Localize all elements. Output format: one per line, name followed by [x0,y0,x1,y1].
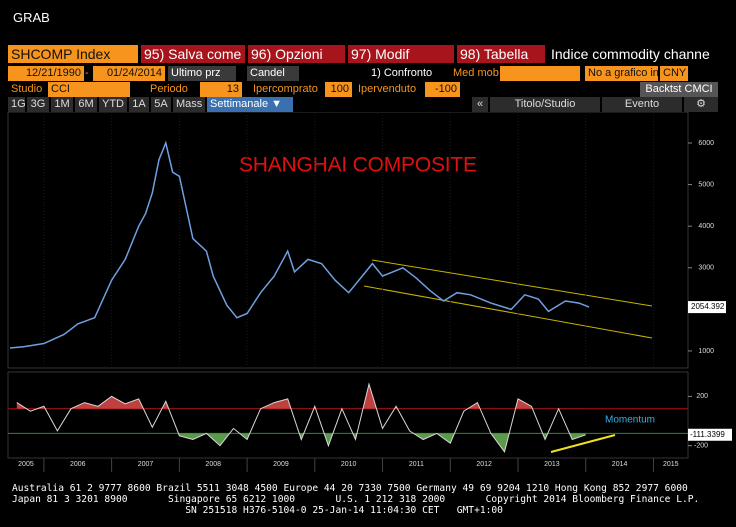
momentum-panel [7,371,689,459]
moving-average-field[interactable] [500,66,580,81]
range-tab[interactable]: 3G [27,97,49,112]
toolbar-button[interactable]: Evento [602,97,682,112]
x-tick-label: 2013 [544,461,560,468]
backtest[interactable]: Backtst CMCI [640,82,718,97]
footer-line: SN 251518 H376-5104-0 25-Jan-14 11:04:30… [12,505,503,516]
range-tab[interactable]: 5A [151,97,171,112]
start-date[interactable]: 12/21/1990 [8,66,84,81]
x-tick-label: 2010 [341,461,357,468]
x-tick-label: 2012 [476,461,492,468]
y-tick-label: 4000 [698,223,714,230]
y-tick-label: 5000 [698,181,714,188]
action[interactable]: 96) Opzioni [248,45,345,63]
oversold-label: Ipervenduto [358,83,417,95]
y-tick-label: 6000 [698,140,714,147]
channel-lower [363,285,653,339]
momentum-line [16,382,586,453]
momentum-label: Momentum [605,415,655,426]
overbought-area [16,384,586,409]
action[interactable]: 98) Tabella [457,45,545,63]
footer-line: Japan 81 3 3201 8900 Singapore 65 6212 1… [12,494,700,505]
study-label: Studio [11,83,43,95]
chart: SHANGHAI COMPOSITE Momentum 2005 2006 2007… [7,112,732,472]
x-tick-label: 2006 [70,461,86,468]
x-tick-label: 2011 [409,461,424,468]
channel-upper [371,259,653,307]
window-title: GRAB [13,10,50,25]
x-tick-label: 2009 [273,461,289,468]
toolbar-button[interactable]: Titolo/Studio [490,97,600,112]
range-tab[interactable]: Mass [173,97,205,112]
y-tick-label: 200 [696,393,708,400]
last-price-label: 2054.392 [691,302,725,311]
x-tick-label: 2015 [663,461,679,468]
y-tick-label: 3000 [698,265,714,272]
x-tick-label: 2007 [138,461,154,468]
separator: - [85,67,89,79]
y-tick-label: 1000 [698,348,714,355]
range-tab[interactable]: 6M [75,97,97,112]
range-tab[interactable]: 1A [129,97,149,112]
action[interactable]: 97) Modif [348,45,454,63]
overbought[interactable]: 100 [325,82,352,97]
study[interactable]: CCI [48,82,130,97]
x-tick-label: 2005 [18,461,34,468]
range-tab[interactable]: 1G [8,97,25,112]
toolbar-button[interactable]: ⚙ [684,97,718,112]
moving-average-label: Med mob [453,67,499,79]
toolbar-button[interactable]: « [472,97,488,112]
price-panel [7,112,689,369]
last-momentum-label: -111.3399 [690,430,725,439]
footer-line: Australia 61 2 9777 8600 Brazil 5511 304… [12,483,688,494]
currency[interactable]: CNY [660,66,688,81]
period-label: Periodo [150,83,188,95]
action[interactable]: 95) Salva come [141,45,245,63]
last-momentum-tag [688,428,732,441]
active-tab[interactable]: Settimanale ▼ [207,97,293,112]
x-tick-label: 2008 [205,461,221,468]
chart-title: SHANGHAI COMPOSITE [239,154,477,177]
price-field[interactable]: Ultimo prz [168,66,236,81]
compare[interactable]: 1) Confronto [371,67,433,79]
period[interactable]: 13 [200,82,242,97]
oversold[interactable]: -100 [425,82,460,97]
lower-chart[interactable]: No a grafico infe [585,66,658,81]
description: Indice commodity channe [551,46,710,62]
range-tab[interactable]: 1M [51,97,73,112]
last-price-tag [688,301,726,314]
overbought-label: Ipercomprato [253,83,318,95]
momentum-trendline [550,434,616,453]
chart-style[interactable]: Candel [247,66,299,81]
range-tab[interactable]: YTD [99,97,127,112]
end-date[interactable]: 01/24/2014 [93,66,165,81]
price-line [9,140,590,349]
ticker[interactable]: SHCOMP Index [8,45,138,63]
oversold-area [178,433,586,452]
y-tick-label: -200 [694,443,708,450]
x-tick-label: 2014 [612,461,628,468]
